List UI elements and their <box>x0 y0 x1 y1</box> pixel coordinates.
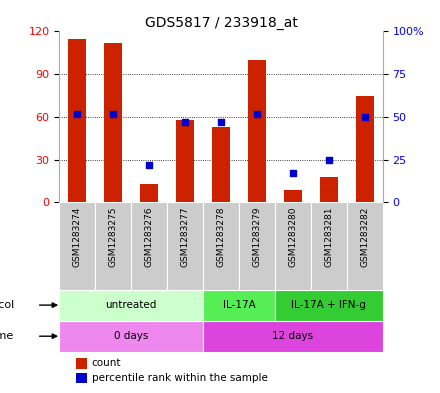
Bar <box>203 321 383 352</box>
Point <box>110 110 117 117</box>
Bar <box>131 202 167 290</box>
Text: count: count <box>92 358 121 368</box>
Bar <box>59 321 203 352</box>
Text: 0 days: 0 days <box>114 331 148 341</box>
Text: percentile rank within the sample: percentile rank within the sample <box>92 373 268 383</box>
Text: IL-17A + IFN-g: IL-17A + IFN-g <box>291 300 367 310</box>
Text: GSM1283276: GSM1283276 <box>145 207 154 267</box>
Point <box>361 114 368 120</box>
Text: GSM1283280: GSM1283280 <box>289 207 297 267</box>
Bar <box>248 60 266 202</box>
Bar <box>311 202 347 290</box>
Point <box>218 119 225 125</box>
Bar <box>356 95 374 202</box>
Text: GSM1283275: GSM1283275 <box>109 207 118 267</box>
Text: GSM1283281: GSM1283281 <box>324 207 334 267</box>
Bar <box>167 202 203 290</box>
Point <box>74 110 81 117</box>
Bar <box>59 290 203 321</box>
Text: GSM1283282: GSM1283282 <box>360 207 369 267</box>
Text: IL-17A: IL-17A <box>223 300 256 310</box>
Point <box>326 156 333 163</box>
Bar <box>212 127 230 202</box>
Text: 12 days: 12 days <box>272 331 314 341</box>
Bar <box>203 290 275 321</box>
Bar <box>275 290 383 321</box>
Text: GSM1283278: GSM1283278 <box>216 207 226 267</box>
Text: GSM1283279: GSM1283279 <box>253 207 261 267</box>
Bar <box>347 202 383 290</box>
Bar <box>76 373 87 384</box>
Text: protocol: protocol <box>0 300 14 310</box>
Bar <box>59 202 95 290</box>
Bar <box>320 177 338 202</box>
Point <box>290 170 297 176</box>
Point <box>253 110 260 117</box>
Text: time: time <box>0 331 14 341</box>
Point <box>146 162 153 168</box>
Bar <box>76 358 87 369</box>
Bar <box>68 39 86 202</box>
Bar <box>176 120 194 202</box>
Bar <box>275 202 311 290</box>
Bar <box>95 202 131 290</box>
Bar <box>239 202 275 290</box>
Bar <box>284 190 302 202</box>
Text: GSM1283274: GSM1283274 <box>73 207 82 267</box>
Bar <box>140 184 158 202</box>
Bar <box>203 202 239 290</box>
Point <box>182 119 189 125</box>
Text: untreated: untreated <box>106 300 157 310</box>
Title: GDS5817 / 233918_at: GDS5817 / 233918_at <box>145 17 297 30</box>
Bar <box>104 43 122 202</box>
Text: GSM1283277: GSM1283277 <box>181 207 190 267</box>
